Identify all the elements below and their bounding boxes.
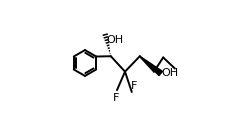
Text: F: F	[113, 93, 119, 103]
Text: F: F	[131, 81, 138, 91]
Text: OH: OH	[161, 68, 178, 78]
Text: OH: OH	[106, 35, 123, 45]
Polygon shape	[140, 56, 162, 76]
